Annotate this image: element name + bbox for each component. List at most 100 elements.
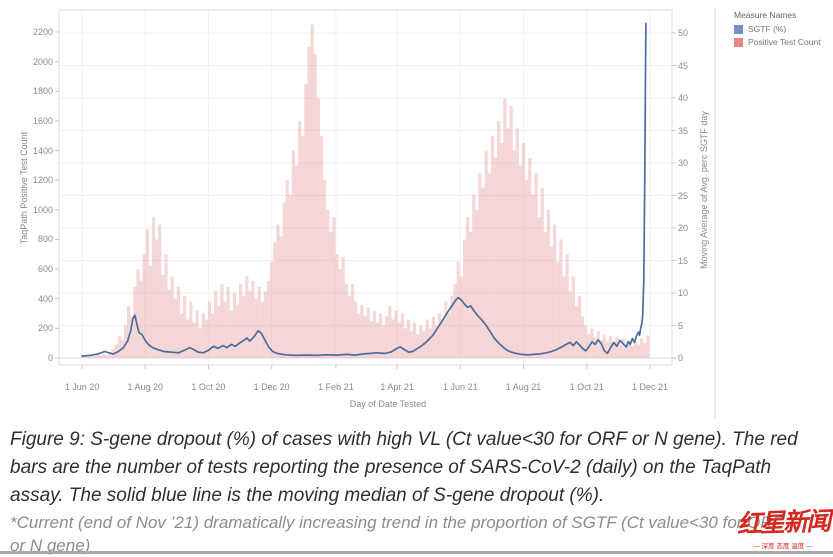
positive-test-bar xyxy=(444,301,448,358)
positive-test-bar xyxy=(102,353,106,358)
positive-test-bar xyxy=(494,158,498,358)
positive-test-bar xyxy=(596,331,600,358)
positive-test-bar xyxy=(170,276,174,358)
positive-test-bar xyxy=(565,254,569,358)
legend-item-label: Positive Test Count xyxy=(748,37,821,47)
positive-test-bar xyxy=(403,328,407,358)
positive-test-bar xyxy=(459,276,463,358)
positive-test-bar xyxy=(621,338,625,358)
positive-test-bar xyxy=(627,340,631,358)
positive-test-bar xyxy=(92,356,96,358)
positive-test-bar xyxy=(341,257,345,358)
positive-test-bar xyxy=(562,276,566,358)
positive-test-bar xyxy=(410,331,414,358)
positive-test-bar xyxy=(338,269,342,358)
positive-test-bar xyxy=(540,187,544,358)
positive-test-bar xyxy=(593,337,597,358)
positive-test-bar xyxy=(450,295,454,358)
plot-canvas xyxy=(55,8,716,418)
positive-test-bar xyxy=(207,301,212,358)
positive-test-bar xyxy=(469,232,473,358)
positive-test-bar xyxy=(257,286,261,358)
positive-test-bar xyxy=(534,172,538,358)
positive-test-bar xyxy=(441,319,445,358)
positive-test-bar xyxy=(158,224,162,358)
positive-test-bar xyxy=(577,295,582,358)
positive-test-bar xyxy=(179,313,184,358)
positive-test-bar xyxy=(559,239,563,358)
positive-test-bar xyxy=(123,325,128,358)
positive-test-bar xyxy=(267,280,271,358)
positive-test-bar xyxy=(518,165,522,358)
positive-test-bar xyxy=(640,338,644,358)
positive-test-bar xyxy=(186,319,190,358)
positive-test-bar xyxy=(438,313,442,358)
positive-test-bar xyxy=(388,306,392,358)
positive-test-bar xyxy=(456,261,460,358)
positive-test-bar xyxy=(276,224,280,358)
positive-test-bar xyxy=(285,180,289,358)
positive-test-bar xyxy=(369,321,373,358)
positive-test-bar xyxy=(584,325,588,358)
positive-test-bar xyxy=(211,313,215,358)
positive-test-bar xyxy=(357,313,361,358)
legend-item-label: SGTF (%) xyxy=(748,24,787,34)
positive-test-bar xyxy=(151,217,156,358)
positive-test-bar xyxy=(176,286,180,358)
positive-test-count-color-swatch xyxy=(734,37,743,47)
plot-border xyxy=(58,9,673,366)
footnote-line: *Current (end of Nov ’21) dramatically i… xyxy=(10,513,784,532)
positive-test-bar xyxy=(183,295,187,358)
positive-test-bar xyxy=(86,356,90,358)
sgtf-line xyxy=(81,22,647,357)
positive-test-bar xyxy=(148,266,152,358)
legend-item-sgtf[interactable]: SGTF (%) xyxy=(734,24,821,34)
positive-test-bar xyxy=(235,304,240,358)
positive-test-bar xyxy=(462,239,467,358)
positive-test-bar xyxy=(310,24,314,358)
positive-test-bar xyxy=(378,313,383,358)
positive-test-bar xyxy=(279,236,283,358)
positive-test-bar xyxy=(344,283,348,358)
legend-item-positive-test-count[interactable]: Positive Test Count xyxy=(734,37,821,47)
positive-test-bar xyxy=(434,325,439,358)
positive-test-bar xyxy=(525,180,529,358)
positive-test-bar xyxy=(204,319,208,358)
positive-test-bar xyxy=(313,54,317,358)
positive-test-bar xyxy=(472,195,476,358)
positive-test-bar xyxy=(581,316,585,358)
positive-test-bar xyxy=(142,254,146,358)
positive-test-bar xyxy=(223,301,227,358)
positive-test-bar xyxy=(497,120,501,359)
positive-test-bar xyxy=(490,135,495,358)
positive-test-bar xyxy=(394,310,398,358)
positive-test-bar xyxy=(515,128,519,358)
positive-test-bar xyxy=(546,209,550,358)
positive-test-bar xyxy=(571,276,575,358)
positive-test-bar xyxy=(239,283,243,358)
positive-test-bar xyxy=(136,269,140,358)
footnote-line: or N gene) xyxy=(10,536,91,555)
positive-test-bar xyxy=(453,283,457,358)
positive-test-bar xyxy=(400,313,404,358)
positive-test-bar xyxy=(155,239,159,358)
positive-test-bar xyxy=(528,158,532,358)
positive-test-bar xyxy=(646,335,650,358)
positive-test-bar xyxy=(226,286,230,358)
caption-line: bars are the number of tests reporting t… xyxy=(10,457,772,478)
positive-test-bar xyxy=(161,275,165,358)
figure-footnote: *Current (end of Nov ’21) dramatically i… xyxy=(10,511,828,557)
positive-test-bar xyxy=(466,217,470,358)
positive-test-bar xyxy=(543,232,547,358)
positive-test-bar xyxy=(503,98,507,358)
positive-test-bar xyxy=(553,224,557,358)
positive-test-bar xyxy=(198,328,202,358)
positive-test-bar xyxy=(316,98,320,358)
positive-test-bar xyxy=(605,341,610,358)
positive-test-bar xyxy=(254,298,258,358)
positive-test-bar xyxy=(201,313,205,358)
positive-test-bar xyxy=(382,325,386,358)
positive-test-bar xyxy=(99,355,103,358)
positive-test-bar xyxy=(447,313,451,358)
positive-test-bar xyxy=(509,106,513,358)
